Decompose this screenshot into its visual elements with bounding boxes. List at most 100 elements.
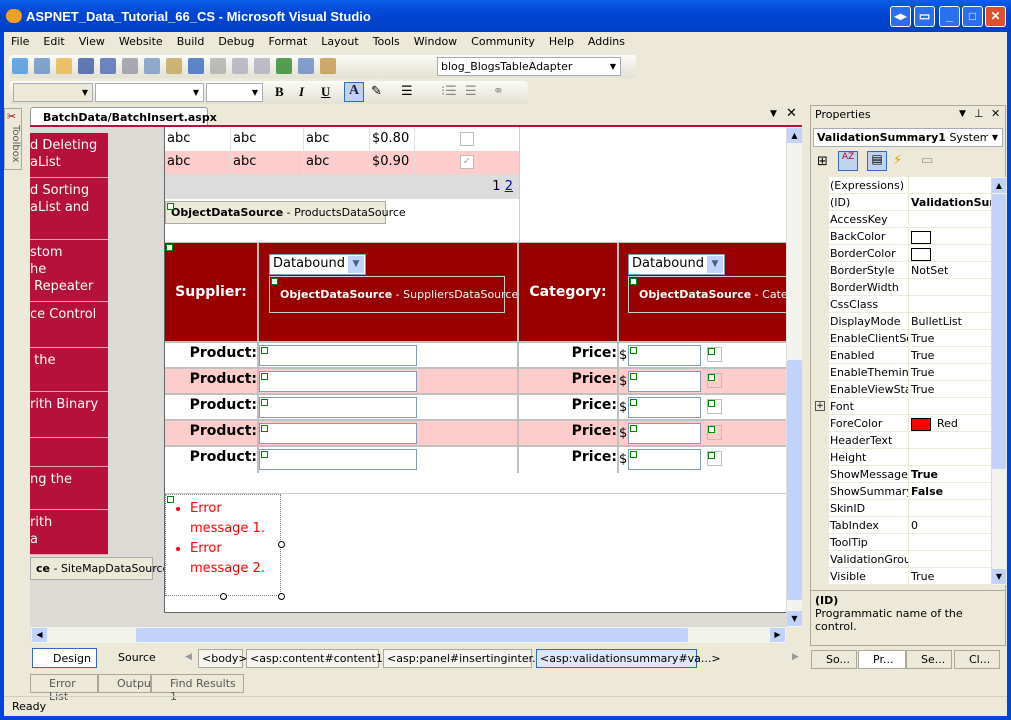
scroll-thumb[interactable] bbox=[136, 628, 688, 642]
left-menu-item[interactable]: the bbox=[30, 348, 108, 392]
smart-tag-icon[interactable] bbox=[261, 399, 268, 406]
products-datasource[interactable]: ObjectDataSource - ProductsDataSource bbox=[165, 201, 406, 224]
property-row[interactable]: EnableTheming True bbox=[812, 364, 992, 381]
open-icon[interactable] bbox=[56, 58, 72, 74]
panel-tab[interactable]: Pr... bbox=[858, 650, 906, 669]
property-row[interactable]: SkinID bbox=[812, 500, 992, 517]
product-input[interactable] bbox=[259, 449, 417, 470]
product-input[interactable] bbox=[259, 423, 417, 444]
tool-tab[interactable]: Output bbox=[98, 674, 155, 693]
price-input[interactable] bbox=[628, 423, 701, 444]
property-value[interactable] bbox=[909, 296, 992, 312]
menu-build[interactable]: Build bbox=[176, 35, 205, 48]
property-row[interactable]: ValidationGroup bbox=[812, 551, 992, 568]
paste-icon[interactable] bbox=[166, 58, 182, 74]
property-row[interactable]: ShowMessageBoxTrue bbox=[812, 466, 992, 483]
left-menu-item[interactable]: rith Binary bbox=[30, 392, 108, 438]
alphabetical-icon[interactable]: AZ bbox=[838, 151, 858, 171]
property-value[interactable]: ValidationSummary1 bbox=[909, 194, 992, 210]
pager-next-link[interactable]: 2 bbox=[504, 179, 513, 194]
menu-help[interactable]: Help bbox=[548, 35, 574, 48]
chevron-down-icon[interactable]: ▼ bbox=[251, 88, 259, 97]
property-pages-icon[interactable]: ▭ bbox=[921, 153, 934, 168]
redo-icon[interactable] bbox=[210, 58, 226, 74]
object-combo[interactable]: blog_BlogsTableAdapter ▼ bbox=[437, 57, 621, 76]
left-menu-item[interactable]: rith a bbox=[30, 510, 108, 555]
document-list-icon[interactable]: ▼ bbox=[770, 109, 777, 119]
menu-view[interactable]: View bbox=[78, 35, 105, 48]
smart-tag-icon[interactable] bbox=[167, 203, 174, 210]
price-input[interactable] bbox=[628, 449, 701, 470]
supplier-dropdown[interactable]: Databound ▼ bbox=[269, 254, 366, 275]
property-row[interactable]: BackColor bbox=[812, 228, 992, 245]
property-row[interactable]: TabIndex 0 bbox=[812, 517, 992, 534]
property-row[interactable]: EnableViewStateTrue bbox=[812, 381, 992, 398]
smart-tag-icon[interactable] bbox=[630, 451, 637, 458]
breadcrumb-item[interactable]: <asp:panel#insertinginter...> bbox=[383, 649, 552, 668]
scroll-thumb[interactable] bbox=[787, 360, 802, 600]
menu-website[interactable]: Website bbox=[118, 35, 163, 48]
pin-icon[interactable]: ⊥ bbox=[974, 107, 984, 120]
property-value[interactable] bbox=[909, 398, 992, 414]
validation-summary[interactable]: Error message 1.Error message 2. bbox=[165, 494, 285, 600]
product-input[interactable] bbox=[259, 397, 417, 418]
chevron-down-icon[interactable]: ▼ bbox=[192, 88, 200, 97]
price-input[interactable] bbox=[628, 397, 701, 418]
breadcrumb-item[interactable]: <asp:content#content1> bbox=[246, 649, 392, 668]
smart-tag-icon[interactable] bbox=[630, 347, 637, 354]
property-value[interactable]: BulletList bbox=[909, 313, 992, 329]
scroll-up-icon[interactable]: ▲ bbox=[787, 128, 802, 143]
smart-tag-icon[interactable] bbox=[630, 373, 637, 380]
property-value[interactable] bbox=[909, 449, 992, 465]
italic-button[interactable]: I bbox=[299, 84, 305, 99]
property-value[interactable] bbox=[909, 279, 992, 295]
object-selector[interactable]: ValidationSummary1 System.Web.UI.WebCont… bbox=[813, 128, 1003, 147]
breadcrumb-item[interactable]: <asp:validationsummary#va...> bbox=[536, 649, 721, 668]
menu-community[interactable]: Community bbox=[471, 35, 535, 48]
resize-handle[interactable] bbox=[278, 593, 285, 600]
chevron-down-icon[interactable]: ▼ bbox=[707, 256, 723, 273]
align-icon[interactable]: ☰ bbox=[401, 84, 413, 99]
property-row[interactable]: BorderColor bbox=[812, 245, 992, 262]
smart-tag-icon[interactable] bbox=[261, 347, 268, 354]
add-item-icon[interactable] bbox=[34, 58, 50, 74]
property-value[interactable] bbox=[909, 177, 992, 193]
menu-debug[interactable]: Debug bbox=[218, 35, 255, 48]
chevron-down-icon[interactable]: ▼ bbox=[988, 129, 1002, 146]
menu-file[interactable]: File bbox=[11, 35, 30, 48]
smart-tag-icon[interactable] bbox=[261, 373, 268, 380]
menu-addins[interactable]: Addins bbox=[587, 35, 625, 48]
property-value[interactable] bbox=[909, 432, 992, 448]
property-value[interactable] bbox=[909, 551, 992, 567]
smart-tag-icon[interactable] bbox=[271, 278, 278, 285]
chevron-down-icon[interactable]: ▼ bbox=[348, 256, 364, 273]
scroll-thumb[interactable] bbox=[992, 194, 1006, 469]
property-value[interactable]: False bbox=[909, 483, 992, 499]
save-all-icon[interactable] bbox=[100, 58, 116, 74]
category-dropdown[interactable]: Databound ▼ bbox=[628, 254, 725, 275]
scroll-left-icon[interactable]: ◀ bbox=[32, 628, 47, 642]
events-icon[interactable]: ⚡ bbox=[893, 153, 903, 168]
cut-icon[interactable] bbox=[122, 58, 138, 74]
property-row[interactable]: Height bbox=[812, 449, 992, 466]
tool-tab[interactable]: Error List bbox=[30, 674, 98, 703]
panel-tab[interactable]: So... bbox=[811, 650, 857, 669]
property-value[interactable]: True bbox=[909, 568, 992, 584]
fore-color-icon[interactable]: A bbox=[344, 82, 364, 102]
chevron-down-icon[interactable]: ▼ bbox=[609, 62, 617, 71]
close-icon[interactable]: ✕ bbox=[991, 107, 1001, 120]
object-browser-icon[interactable] bbox=[320, 58, 336, 74]
breadcrumb-item[interactable]: <body> bbox=[198, 649, 248, 668]
document-tab[interactable]: BatchData/BatchInsert.aspx bbox=[30, 107, 217, 126]
property-value[interactable]: True bbox=[909, 347, 992, 363]
smart-tag-icon[interactable] bbox=[167, 496, 174, 503]
scroll-right-icon[interactable]: ▶ bbox=[792, 652, 799, 662]
tool-tab[interactable]: Find Results 1 bbox=[151, 674, 244, 703]
design-view-tab[interactable]: Design bbox=[32, 648, 97, 668]
close-document-icon[interactable]: ✕ bbox=[786, 106, 797, 121]
bullet-list-icon[interactable]: ⁝☰ bbox=[441, 84, 457, 99]
left-menu-item[interactable]: ce Control bbox=[30, 302, 108, 348]
smart-tag-icon[interactable] bbox=[261, 451, 268, 458]
navigate-back-icon[interactable] bbox=[232, 58, 248, 74]
property-row[interactable]: DisplayMode BulletList bbox=[812, 313, 992, 330]
